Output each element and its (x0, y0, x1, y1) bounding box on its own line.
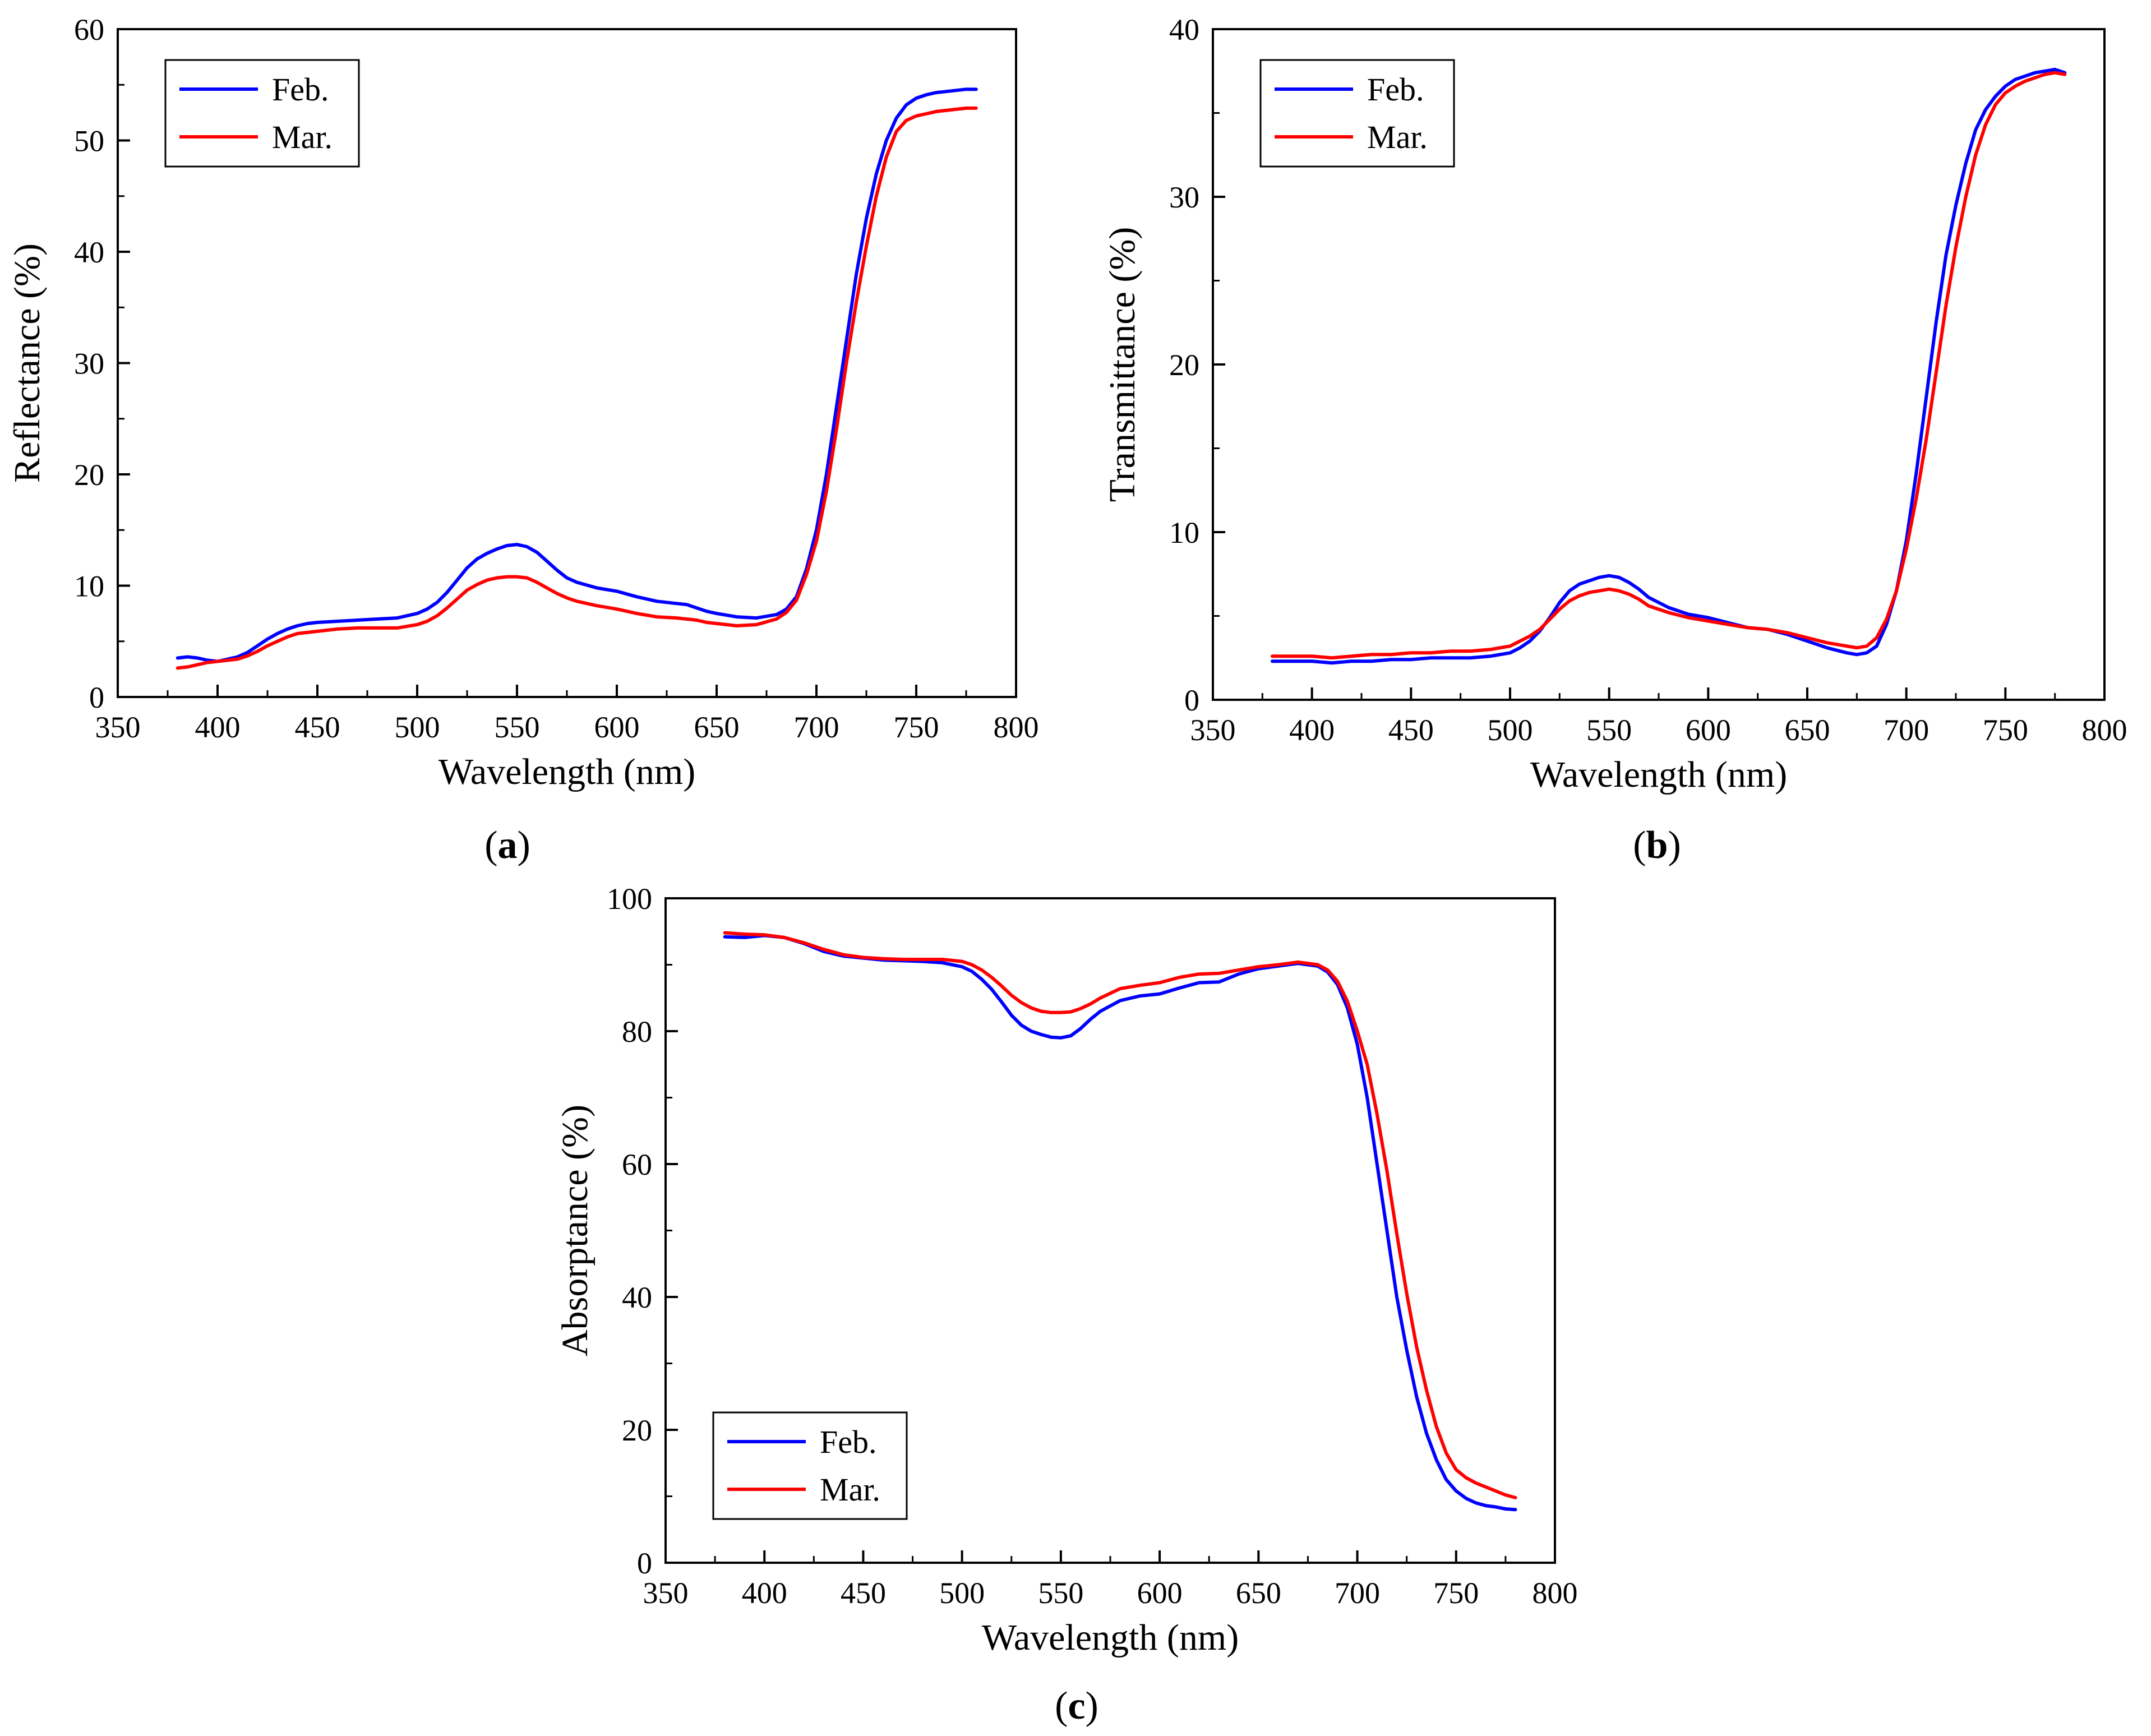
x-tick-label: 550 (495, 710, 540, 744)
chart-panel-b: 350 400 450 500 550 600 650 700 750 800 0 10 20 30 40 W… (1102, 13, 2127, 867)
legend-label: Mar. (272, 119, 333, 155)
y-tick-label: 10 (74, 570, 104, 603)
x-tick-label: 650 (1785, 713, 1830, 747)
y-tick-label: 40 (622, 1281, 652, 1314)
legend-label: Feb. (1367, 71, 1424, 108)
y-tick-label: 20 (74, 458, 104, 492)
y-axis-label: Absorptance (%) (555, 1105, 596, 1356)
x-tick-label: 600 (1686, 713, 1731, 747)
x-tick-label: 400 (195, 710, 241, 744)
x-tick-label: 650 (694, 710, 740, 744)
x-tick-label: 600 (594, 710, 640, 744)
x-tick-label: 450 (295, 710, 340, 744)
x-tick-label: 800 (1533, 1576, 1578, 1610)
x-tick-label: 600 (1137, 1576, 1183, 1610)
y-tick-label: 0 (1184, 684, 1199, 717)
y-tick-label: 30 (74, 347, 104, 381)
legend: Feb. Mar. (712, 1411, 908, 1520)
chart-panel-c: 350 400 450 500 550 600 650 700 750 800 0 20 40 60 80 1… (555, 882, 1578, 1728)
y-tick-label: 100 (607, 882, 652, 916)
x-tick-label: 500 (1488, 713, 1533, 747)
y-axis-label: Reflectance (%) (7, 243, 48, 483)
legend-box (712, 1411, 908, 1520)
x-tick-label: 800 (2082, 713, 2127, 747)
x-tick-label: 350 (1190, 713, 1236, 747)
legend-label: Feb. (820, 1424, 877, 1460)
y-tick-label: 20 (622, 1414, 652, 1447)
panel-letter: c (1068, 1684, 1085, 1728)
x-tick-label: 550 (1586, 713, 1632, 747)
y-tick-label: 40 (74, 236, 104, 269)
x-tick-label: 450 (841, 1576, 886, 1610)
series-line-mar (176, 106, 978, 670)
series-line-feb (176, 87, 978, 663)
x-tick-label: 800 (994, 710, 1039, 744)
legend: Feb. Mar. (164, 59, 360, 168)
y-tick-label: 0 (89, 681, 104, 714)
panel-letter: b (1646, 824, 1668, 867)
legend-box (164, 59, 360, 168)
x-tick-label: 400 (1289, 713, 1335, 747)
y-tick-label: 10 (1169, 516, 1199, 550)
legend-label: Mar. (1367, 119, 1428, 155)
panel-label: (a) (484, 824, 530, 867)
series-line-mar (723, 931, 1517, 1499)
x-tick-label: 750 (894, 710, 939, 744)
chart-panel-a: 350 400 450 500 550 600 650 700 750 800 0 10 20 30 40 5… (7, 13, 1039, 867)
legend-label: Mar. (820, 1471, 880, 1508)
legend: Feb. Mar. (1259, 59, 1455, 168)
x-axis-label: Wavelength (nm) (1530, 754, 1787, 795)
x-axis-label: Wavelength (nm) (982, 1617, 1239, 1658)
legend-box (1259, 59, 1455, 168)
y-tick-label: 60 (74, 13, 104, 47)
x-tick-label: 450 (1388, 713, 1434, 747)
panel-label: (c) (1055, 1684, 1098, 1728)
x-tick-label: 350 (95, 710, 141, 744)
x-axis-label: Wavelength (nm) (438, 751, 695, 792)
x-tick-label: 500 (395, 710, 440, 744)
x-tick-label: 700 (1884, 713, 1929, 747)
x-tick-label: 700 (794, 710, 839, 744)
y-tick-label: 0 (637, 1546, 652, 1580)
y-tick-label: 30 (1169, 181, 1199, 214)
legend-label: Feb. (272, 71, 329, 108)
y-tick-label: 80 (622, 1015, 652, 1049)
y-tick-label: 60 (622, 1148, 652, 1181)
panel-label: (b) (1633, 824, 1681, 867)
y-tick-label: 50 (74, 124, 104, 158)
x-tick-label: 550 (1038, 1576, 1083, 1610)
x-tick-label: 650 (1236, 1576, 1281, 1610)
y-tick-label: 40 (1169, 13, 1199, 47)
x-tick-label: 400 (742, 1576, 787, 1610)
series-line-feb (1271, 67, 2067, 665)
y-tick-label: 20 (1169, 348, 1199, 382)
x-tick-label: 750 (1983, 713, 2028, 747)
panel-letter: a (498, 824, 518, 867)
x-tick-label: 700 (1335, 1576, 1380, 1610)
x-tick-label: 500 (939, 1576, 985, 1610)
x-tick-label: 350 (643, 1576, 689, 1610)
series-line-mar (1271, 71, 2067, 660)
y-axis-label: Transmittance (%) (1102, 227, 1143, 502)
x-tick-label: 750 (1433, 1576, 1479, 1610)
